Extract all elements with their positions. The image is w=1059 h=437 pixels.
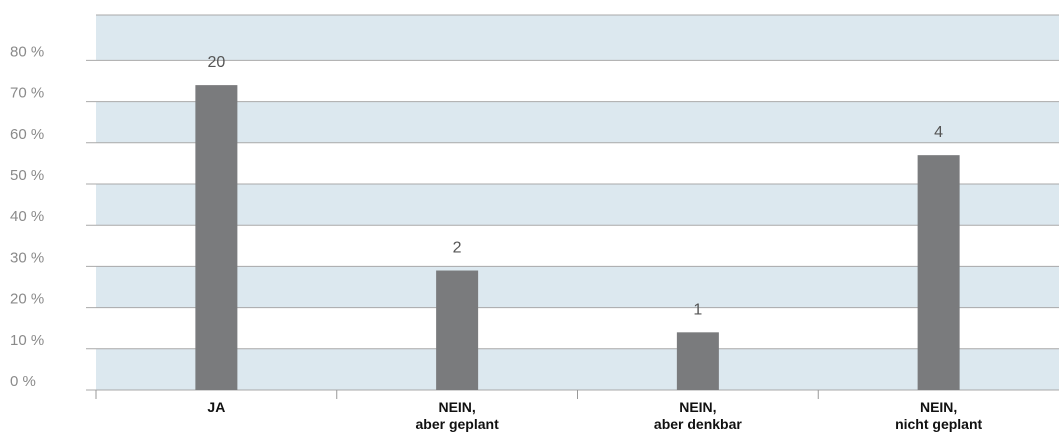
x-axis xyxy=(95,390,819,399)
data-labels: 20 2 1 4 xyxy=(207,54,943,318)
y-tick-label: 0 % xyxy=(10,373,36,390)
x-category-label: NEIN, xyxy=(679,399,716,415)
x-category-label: aber denkbar xyxy=(654,416,742,432)
data-label: 4 xyxy=(934,124,943,141)
x-category-label: JA xyxy=(207,399,225,415)
bar xyxy=(436,270,479,390)
y-tick-label: 50 % xyxy=(10,167,44,184)
background-band xyxy=(96,101,1059,143)
y-tick-label: 10 % xyxy=(10,332,44,349)
y-axis-tick-labels: 0 % 10 % 20 % 30 % 40 % 50 % 60 % 70 % 80 % xyxy=(10,43,44,390)
y-tick-label: 30 % xyxy=(10,249,44,266)
background-band xyxy=(96,184,1059,226)
background-band xyxy=(96,15,1059,61)
x-category-label: nicht geplant xyxy=(895,416,982,432)
bar xyxy=(195,85,238,391)
y-tick-label: 20 % xyxy=(10,291,44,308)
x-category-label: aber geplant xyxy=(416,416,500,432)
background-bands xyxy=(96,15,1059,390)
x-category-label: NEIN, xyxy=(920,399,957,415)
bar xyxy=(676,332,719,390)
gridlines xyxy=(86,14,1059,391)
y-tick-label: 70 % xyxy=(10,85,44,102)
background-band xyxy=(96,348,1059,390)
bar xyxy=(917,155,960,390)
y-tick-label: 60 % xyxy=(10,126,44,143)
x-category-label: NEIN, xyxy=(438,399,475,415)
y-tick-label: 80 % xyxy=(10,43,44,60)
data-label: 1 xyxy=(693,301,702,318)
background-band xyxy=(96,266,1059,308)
data-label: 2 xyxy=(453,240,462,257)
y-tick-label: 40 % xyxy=(10,208,44,225)
data-label: 20 xyxy=(207,54,225,71)
bars xyxy=(195,85,960,391)
